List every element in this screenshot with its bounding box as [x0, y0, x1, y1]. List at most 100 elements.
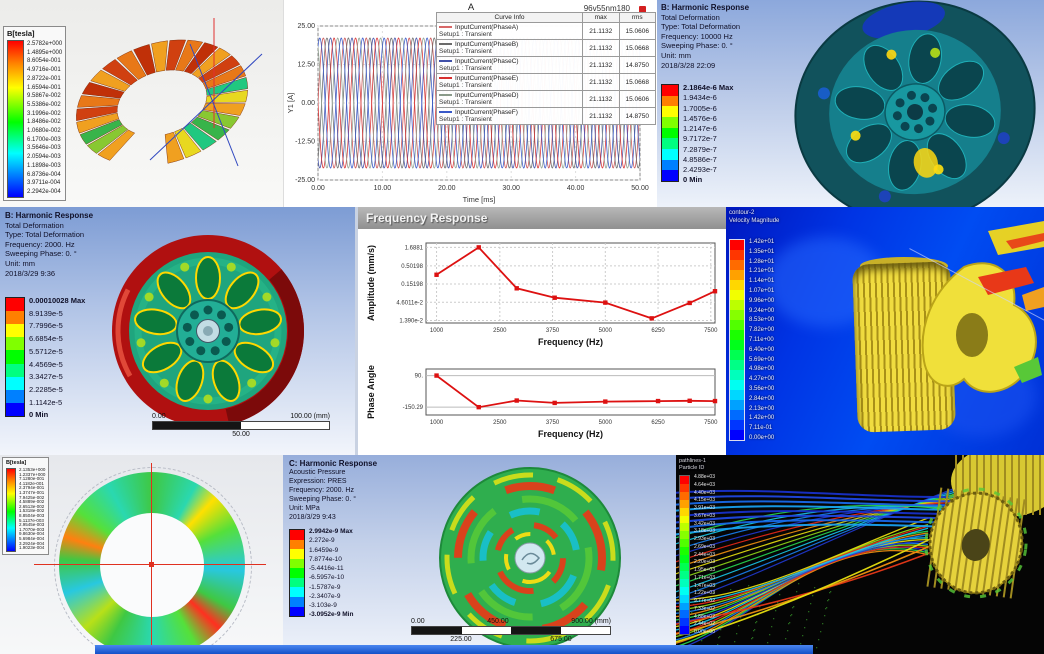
legend-text-line: 1.21e+01	[749, 268, 775, 275]
legend-text-line: 1.71e+03	[694, 574, 715, 581]
acoustic-disc-render	[439, 467, 621, 649]
color-cell	[290, 558, 304, 569]
legend-title: B[tesla]	[7, 29, 35, 38]
panel-flux-stator: B[tesla] 2.1353e+000 1.2337e+000 7.1280e-0…	[0, 455, 283, 654]
svg-text:0.15198: 0.15198	[401, 282, 423, 288]
legend-text-line: 6.1700e-003	[27, 136, 61, 143]
table-row: InputCurrent(PhaseA) Setup1 : Transient 21…	[435, 22, 656, 40]
legend-text-line: 9.24e+00	[749, 307, 775, 314]
color-cell	[730, 260, 744, 270]
pathlines-render	[676, 455, 1044, 652]
color-cell	[662, 117, 678, 128]
svg-text:Frequency (Hz): Frequency (Hz)	[538, 337, 603, 347]
legend-text-line: Total Deformation	[661, 12, 720, 22]
legend-values: 2.5782e+000 1.4895e+000 8.6054e-001 4.9716e…	[27, 40, 62, 198]
svg-text:10.00: 10.00	[374, 185, 392, 192]
legend-text-line: 2.8722e-001	[27, 75, 61, 82]
color-cell	[6, 402, 24, 416]
panel-particle-tracks: pathlines-1 Particle ID 4.88e+03 4.64e+03…	[676, 455, 1044, 654]
color-cell	[730, 400, 744, 410]
color-cell	[290, 606, 304, 617]
legend-text-line: -6.5957e-10	[309, 574, 345, 582]
legend-text-line: 7.1280e-001	[19, 476, 45, 482]
color-cell	[730, 360, 744, 370]
color-cell	[6, 389, 24, 403]
legend-text-line: 3.56e+00	[749, 385, 775, 392]
color-cell	[290, 596, 304, 607]
color-cell	[680, 483, 689, 492]
legend-text-line: 3.42e+03	[694, 520, 715, 527]
color-cell	[662, 106, 678, 118]
scale-bar	[411, 626, 611, 635]
legend-text-line: 3.91e+03	[694, 505, 715, 511]
legend-text-line: 7.8774e-10	[309, 555, 342, 563]
color-cell	[680, 547, 689, 556]
legend-text-line: 2.44e+03	[694, 551, 715, 558]
color-cell	[290, 577, 304, 588]
color-cell	[680, 539, 689, 548]
legend-text-line: 1.9023e-004	[19, 545, 45, 551]
legend-text-line: Unit: mm	[661, 50, 691, 60]
legend-text-line: Unit: mm	[5, 258, 35, 268]
legend-text-line: Frequency: 2000. Hz	[289, 487, 354, 494]
legend-text-line: Sweeping Phase: 0. °	[289, 496, 357, 503]
table-row: InputCurrent(PhaseE) Setup1 : Transient 21…	[435, 73, 656, 91]
legend-text-line: Sweeping Phase: 0. °	[5, 249, 77, 259]
legend-text-line: -1.5787e-9	[309, 583, 341, 591]
legend-text-line: 4.40e+03	[694, 489, 715, 496]
legend-text-line: 2018/3/29 9:43	[289, 514, 336, 521]
legend-text-line: 0.00e+00	[749, 434, 775, 441]
color-cell	[730, 300, 744, 310]
color-cell	[6, 350, 24, 364]
legend-text-line: 2.84e+00	[749, 395, 775, 402]
svg-text:0.50198: 0.50198	[401, 264, 423, 270]
legend-text-line: 2.3794e-001	[19, 485, 45, 491]
color-bar	[729, 239, 745, 441]
svg-text:4.6011e-2: 4.6011e-2	[396, 300, 423, 306]
legend-text-line: 0 Min	[29, 410, 49, 420]
legend-text-line: 9.77e+02	[694, 598, 715, 604]
legend-text-line: 1.4576e-6	[683, 113, 717, 123]
table-row: InputCurrent(PhaseB) Setup1 : Transient 21…	[435, 39, 656, 57]
color-cell	[680, 515, 689, 524]
legend-text-line: 1.47e+03	[694, 582, 715, 589]
svg-text:2500: 2500	[493, 328, 507, 334]
crosshair-center	[149, 562, 154, 567]
legend-text-line: 3.5646e-003	[27, 145, 61, 152]
color-cell	[680, 594, 689, 603]
window-titlebar[interactable]: Frequency Response	[358, 207, 729, 229]
amplitude-chart: 1000 2500 3750 5000 6250 7500 1.6881 0.50198 0.1…	[366, 242, 718, 347]
color-cell	[730, 280, 744, 290]
svg-text:3750: 3750	[546, 420, 560, 426]
svg-text:30.00: 30.00	[502, 185, 520, 192]
svg-text:Phase Angle: Phase Angle	[366, 365, 376, 419]
legend-text-line: 2.9545e-003	[19, 522, 45, 528]
legend-title: B[tesla]	[6, 460, 27, 466]
plot-window-title[interactable]: A	[467, 2, 475, 13]
svg-text:7500: 7500	[704, 420, 718, 426]
legend-text-line: 4.1182e-001	[19, 480, 44, 486]
svg-text:Y1 [A]: Y1 [A]	[286, 93, 295, 113]
color-cell	[662, 95, 678, 107]
color-cell	[680, 523, 689, 532]
legend-text-line: 2018/3/29 9:36	[5, 268, 56, 278]
svg-text:90.: 90.	[415, 374, 424, 380]
svg-text:40.00: 40.00	[567, 185, 585, 192]
legend-text-line: C: Harmonic Response	[289, 459, 378, 468]
flux-legend: B[tesla] 2.1353e+000 1.2337e+000 7.1280e-0…	[2, 457, 50, 555]
legend-text-line: 1.7005e-6	[683, 103, 717, 113]
outer-boundary-circle	[54, 467, 252, 654]
legend-text-line: -3.103e-9	[309, 602, 337, 610]
table-header: max	[582, 12, 620, 23]
legend-text-line: 9.8630e-004	[19, 531, 45, 537]
color-cell	[730, 430, 744, 440]
legend-text-line: 1.4895e+000	[27, 49, 63, 56]
svg-text:5000: 5000	[599, 328, 613, 334]
scale-label: 100.00 (mm)	[290, 413, 330, 420]
color-bar	[5, 297, 25, 417]
legend-text-line: 9.5867e-002	[27, 93, 61, 100]
color-bar	[6, 468, 16, 552]
panel-harmonic-2000: B: Harmonic Response Total Deformation Typ…	[0, 207, 355, 455]
legend-text-line: 1.14e+01	[749, 278, 775, 285]
scale-label: 50.00	[232, 431, 250, 438]
